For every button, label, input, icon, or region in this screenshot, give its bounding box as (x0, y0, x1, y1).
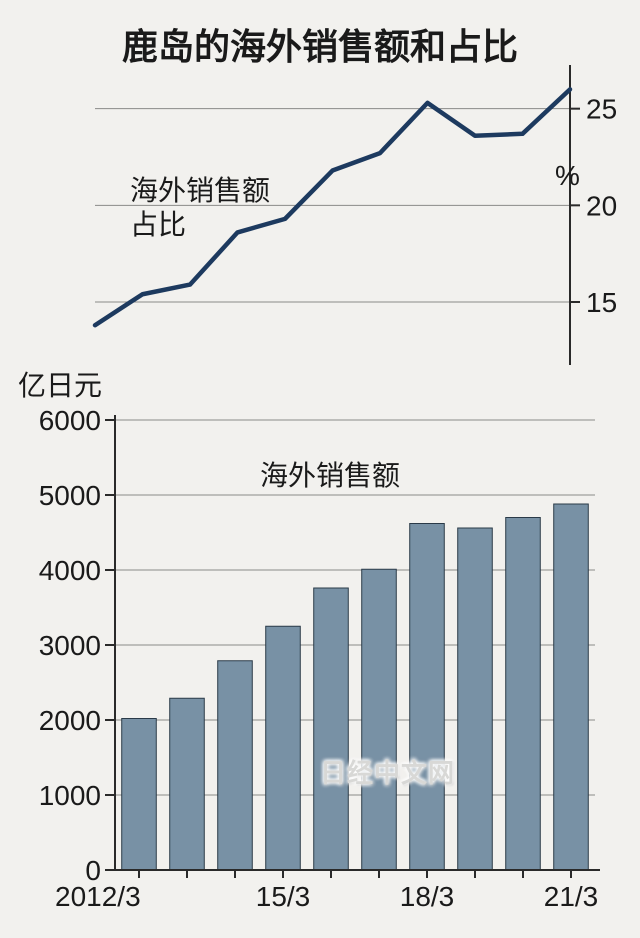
bar (458, 528, 493, 870)
bar-series-label: 海外销售额 (260, 460, 400, 491)
bar (554, 504, 589, 870)
line-series-label: 海外销售额 (130, 175, 270, 206)
bar-unit-label: 亿日元 (18, 370, 102, 401)
bar (170, 698, 205, 870)
bar (506, 518, 541, 871)
chart-container: 鹿岛的海外销售额和占比 152025海外销售额占比%亿日元01000200030… (0, 0, 640, 938)
line-ytick: 25 (586, 94, 617, 125)
x-axis-label: 21/3 (544, 881, 599, 912)
bar-ytick: 4000 (39, 555, 101, 586)
line-series-label: 占比 (130, 209, 186, 240)
line-unit-label: % (555, 160, 580, 191)
x-axis-label: 18/3 (400, 881, 455, 912)
x-axis-label: 2012/3 (55, 881, 141, 912)
bar (410, 524, 445, 871)
bar (314, 588, 349, 870)
bar-ytick: 2000 (39, 705, 101, 736)
ratio-line (95, 89, 570, 325)
bar-ytick: 3000 (39, 630, 101, 661)
bar (122, 719, 157, 871)
bar (218, 661, 253, 870)
line-ytick: 15 (586, 287, 617, 318)
bar-ytick: 5000 (39, 480, 101, 511)
chart-svg: 152025海外销售额占比%亿日元01000200030004000500060… (0, 0, 640, 938)
x-axis-label: 15/3 (256, 881, 311, 912)
bar-ytick: 6000 (39, 405, 101, 436)
chart-title: 鹿岛的海外销售额和占比 (0, 18, 640, 70)
line-ytick: 20 (586, 190, 617, 221)
watermark: 日经中文网 (320, 753, 455, 790)
bar (362, 569, 397, 870)
bar-ytick: 1000 (39, 780, 101, 811)
bar (266, 626, 301, 870)
